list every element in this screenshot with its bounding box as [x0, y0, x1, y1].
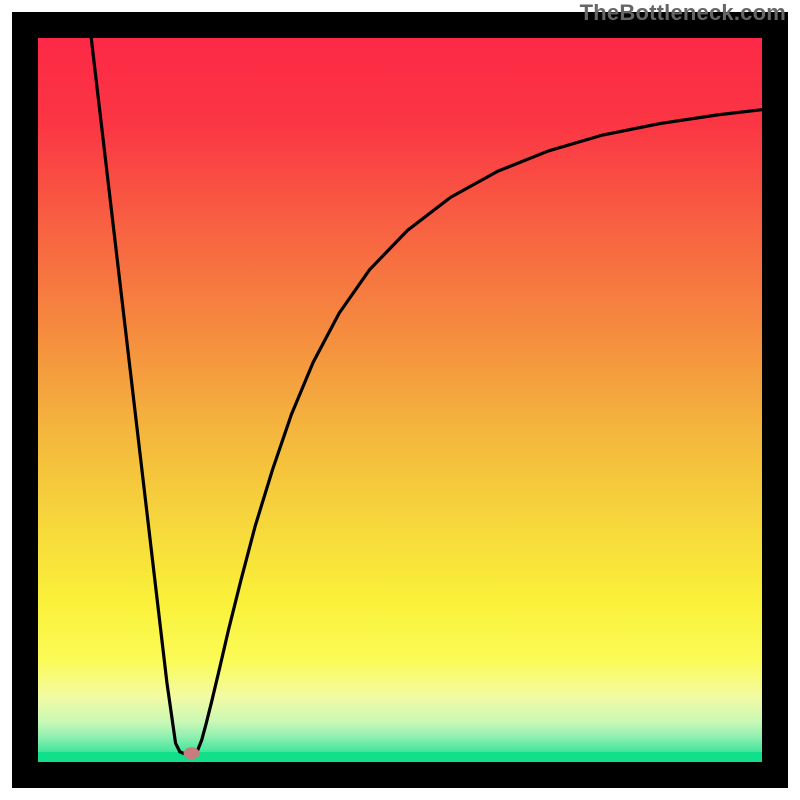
chart-container: TheBottleneck.com: [0, 0, 800, 800]
bottom-green-band: [38, 752, 762, 762]
optimal-point-marker: [183, 747, 199, 759]
watermark-text: TheBottleneck.com: [580, 0, 786, 26]
heat-gradient-background: [38, 38, 762, 762]
bottleneck-chart: [0, 0, 800, 800]
